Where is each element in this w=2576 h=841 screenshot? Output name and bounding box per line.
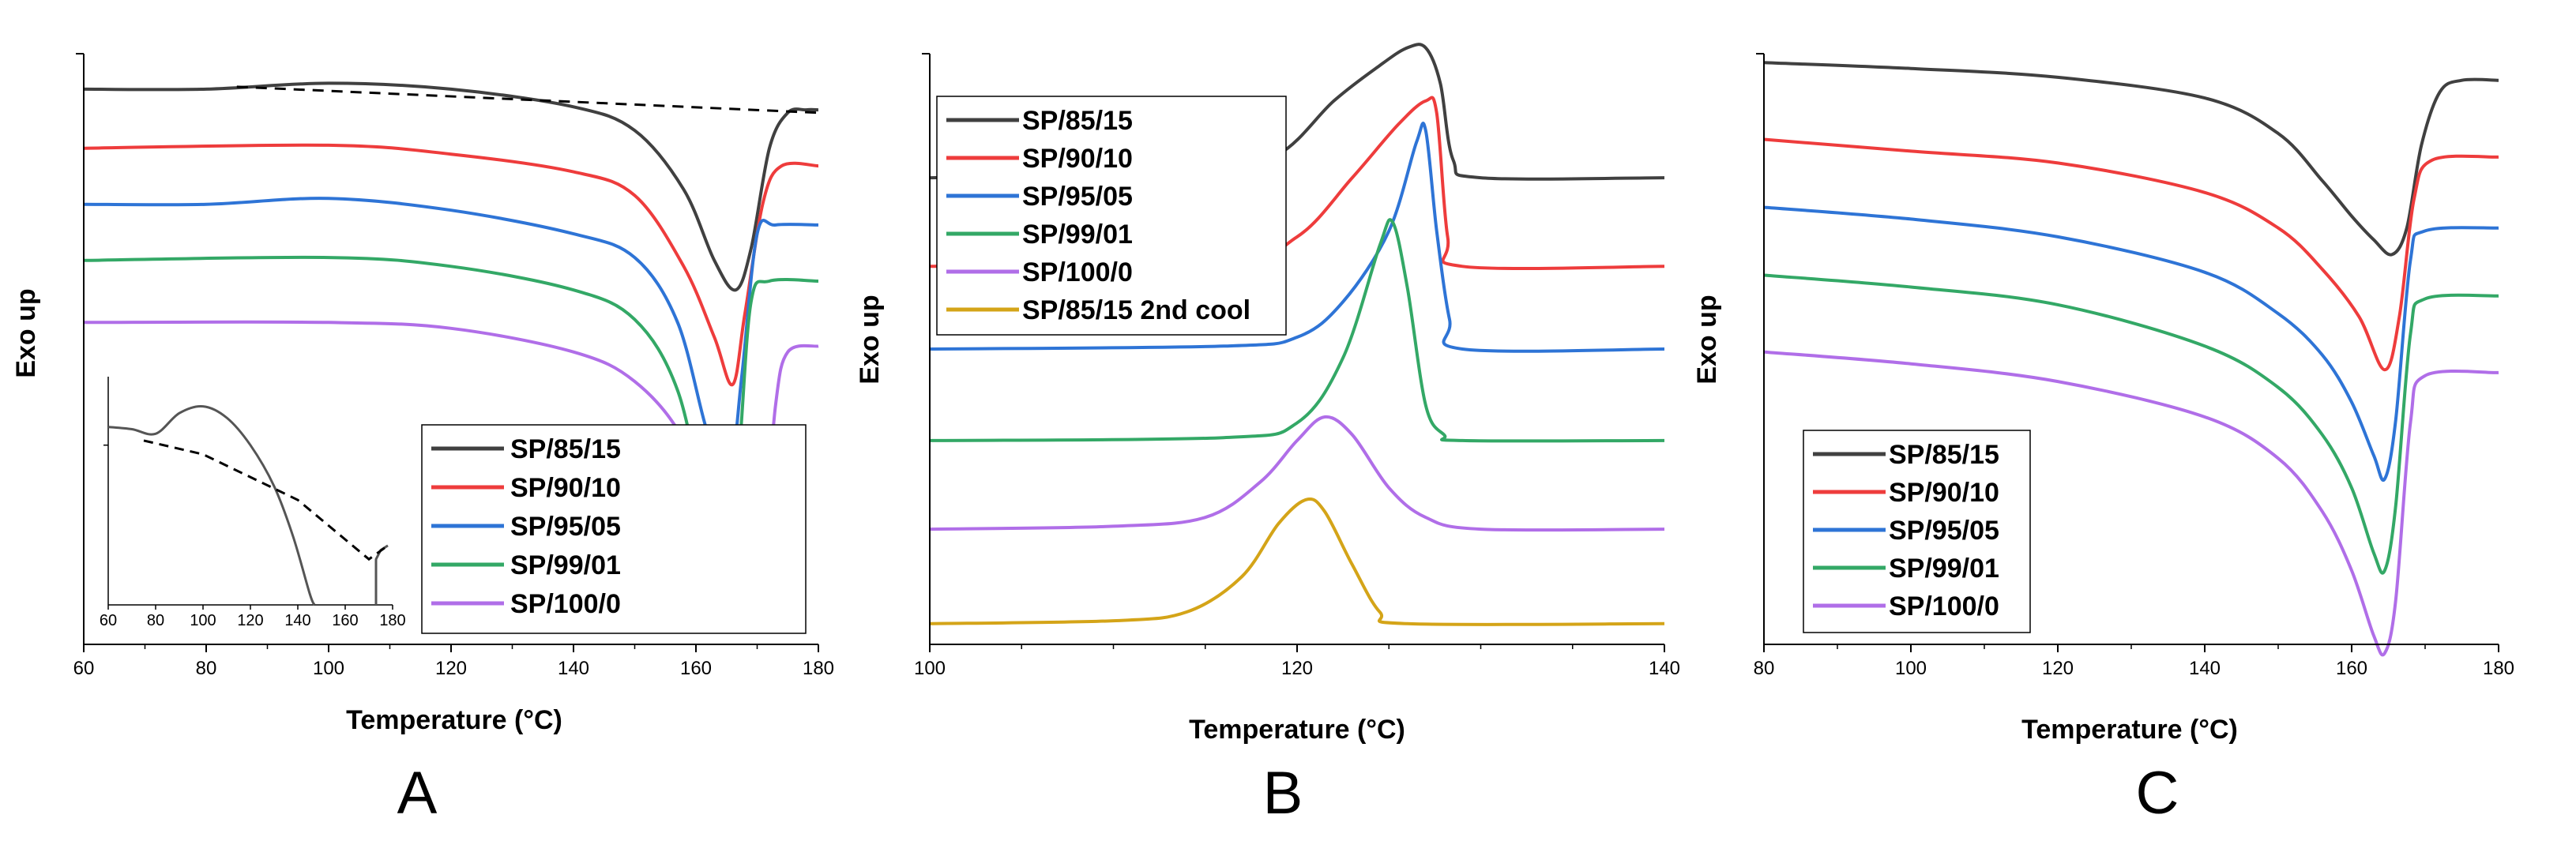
panel-c-legend-label: SP/85/15 bbox=[1889, 440, 1999, 470]
panel-a-legend-label: SP/100/0 bbox=[510, 589, 621, 619]
panel-b-letter: B bbox=[1263, 760, 1303, 827]
panel-b-series-line-sp-99-01 bbox=[929, 218, 1665, 443]
inset-x-tick-label: 100 bbox=[190, 612, 216, 629]
panel-b-y-axis-title: Exo up bbox=[855, 295, 885, 384]
panel-a-x-axis-title: Temperature (°C) bbox=[346, 705, 562, 735]
panel-a-letter: A bbox=[397, 760, 438, 827]
panel-a-x-tick-label: 160 bbox=[680, 658, 712, 679]
panel-a-x-tick-label: 80 bbox=[196, 658, 217, 679]
panel-c-series-line-sp-90-10 bbox=[1763, 137, 2499, 372]
panel-c-axes: 80 100 120 140 160 180 bbox=[1754, 53, 2514, 679]
panel-c-x-tick-label: 100 bbox=[1895, 658, 1927, 679]
panel-c-legend: SP/85/15 SP/90/10 SP/95/05 SP/99/01 SP/100/0 bbox=[1803, 430, 2031, 633]
panel-a-y-axis-title: Exo up bbox=[11, 288, 41, 377]
panel-b-x-tick-label: 120 bbox=[1281, 658, 1313, 679]
panel-b-axes: 100 120 140 bbox=[914, 53, 1680, 679]
panel-a-series-line-sp-95-05 bbox=[83, 197, 819, 475]
panel-a-x-tick-label: 100 bbox=[313, 658, 344, 679]
panel-b-legend-label: SP/85/15 2nd cool bbox=[1022, 295, 1250, 325]
panel-b-x-tick-label: 140 bbox=[1649, 658, 1680, 679]
panel-c-series-line-sp-100-0 bbox=[1763, 350, 2499, 657]
panel-c-y-axis-title: Exo up bbox=[1692, 295, 1722, 384]
panel-a-series bbox=[83, 81, 819, 593]
panel-b-series-line-sp-85-15-2nd-cool bbox=[929, 497, 1665, 626]
inset-x-tick-label: 120 bbox=[237, 612, 263, 629]
panel-a-x-tick-label: 140 bbox=[558, 658, 589, 679]
panel-c-x-tick-label: 120 bbox=[2042, 658, 2074, 679]
panel-c-x-tick-label: 140 bbox=[2189, 658, 2221, 679]
panel-a-x-tick-label: 60 bbox=[73, 658, 95, 679]
panel-a-series-line-sp-85-15 bbox=[83, 81, 819, 292]
panel-c-x-tick-label: 180 bbox=[2483, 658, 2514, 679]
panel-a-axes: 60 80 100 120 140 160 180 bbox=[73, 53, 834, 679]
panel-a-baseline bbox=[236, 85, 819, 115]
panel-c-legend-label: SP/90/10 bbox=[1889, 478, 1999, 508]
panel-a-legend-label: SP/85/15 bbox=[510, 434, 621, 464]
inset-x-tick-label: 80 bbox=[147, 612, 164, 629]
panel-c-letter: C bbox=[2136, 760, 2179, 827]
panel-c-x-tick-label: 80 bbox=[1754, 658, 1775, 679]
panel-a-legend-box bbox=[421, 424, 807, 634]
panel-a-series-line-sp-99-01 bbox=[83, 255, 819, 550]
panel-a-legend: SP/85/15 SP/90/10 SP/95/05 SP/99/01 SP/100/0 bbox=[421, 424, 807, 634]
panel-a-inset: 60 80 100 120 140 160 180 bbox=[100, 377, 406, 629]
inset-x-tick-label: 140 bbox=[284, 612, 310, 629]
inset-x-tick-label: 180 bbox=[379, 612, 405, 629]
panel-c: 80 100 120 140 160 180 SP/85/15 SP/90/10 SP/95/… bbox=[1692, 53, 2514, 827]
panel-a: 60 80 100 120 140 160 180 60 80 100 120 140 160 180 … bbox=[11, 53, 834, 827]
panel-b-legend-label: SP/95/05 bbox=[1022, 182, 1133, 212]
panel-b-legend-label: SP/99/01 bbox=[1022, 220, 1133, 250]
panel-b-legend-box bbox=[936, 96, 1287, 336]
panel-c-x-tick-label: 160 bbox=[2336, 658, 2367, 679]
panel-b-x-axis-title: Temperature (°C) bbox=[1189, 715, 1405, 745]
panel-c-legend-label: SP/95/05 bbox=[1889, 516, 1999, 546]
panel-b-series-line-sp-95-05 bbox=[929, 122, 1665, 353]
panel-c-series bbox=[1763, 61, 2499, 657]
panel-b-x-tick-label: 100 bbox=[914, 658, 946, 679]
panel-b-legend-label: SP/85/15 bbox=[1022, 106, 1133, 136]
panel-b: 100 120 140 SP/85/15 SP/90/10 SP/95/05 SP/99/… bbox=[855, 43, 1680, 827]
panel-c-series-line-sp-85-15 bbox=[1763, 61, 2499, 257]
panel-c-x-axis-title: Temperature (°C) bbox=[2021, 715, 2238, 745]
inset-baseline bbox=[143, 439, 389, 561]
inset-curve bbox=[107, 404, 316, 606]
panel-a-legend-label: SP/90/10 bbox=[510, 473, 621, 503]
inset-x-tick-label: 160 bbox=[332, 612, 358, 629]
panel-c-series-line-sp-99-01 bbox=[1763, 273, 2499, 575]
panel-b-series-line-sp-100-0 bbox=[929, 415, 1665, 532]
panel-a-legend-label: SP/95/05 bbox=[510, 512, 621, 542]
panel-c-legend-label: SP/100/0 bbox=[1889, 591, 1999, 621]
panel-a-x-tick-label: 120 bbox=[435, 658, 467, 679]
panel-a-x-tick-label: 180 bbox=[803, 658, 834, 679]
panel-b-legend-label: SP/90/10 bbox=[1022, 144, 1133, 174]
panel-b-legend-label: SP/100/0 bbox=[1022, 257, 1133, 287]
panel-a-legend-label: SP/99/01 bbox=[510, 550, 621, 580]
panel-c-series-line-sp-95-05 bbox=[1763, 205, 2499, 482]
panel-b-legend: SP/85/15 SP/90/10 SP/95/05 SP/99/01 SP/100/0… bbox=[936, 96, 1287, 336]
panel-c-legend-label: SP/99/01 bbox=[1889, 554, 1999, 584]
inset-x-tick-label: 60 bbox=[100, 612, 117, 629]
